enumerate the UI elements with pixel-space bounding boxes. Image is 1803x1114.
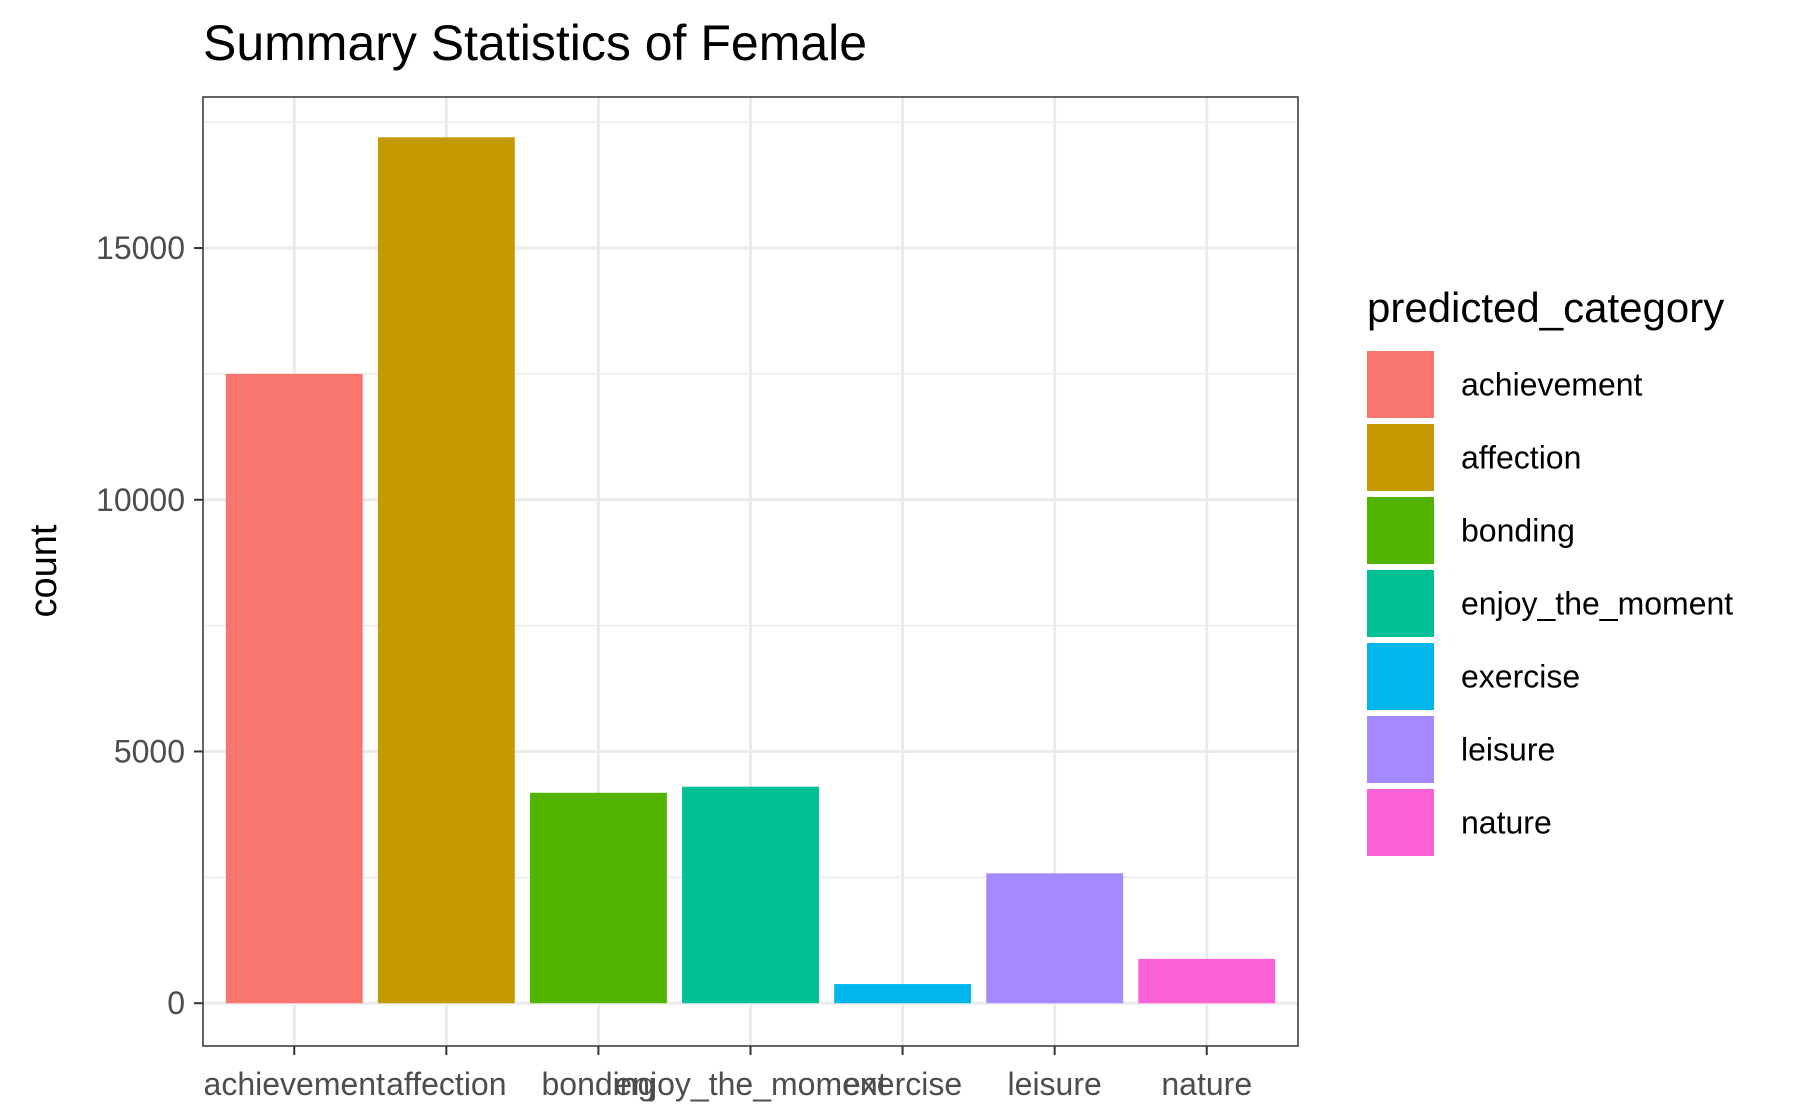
legend-label-bonding: bonding (1461, 513, 1575, 549)
bar-nature (1138, 958, 1276, 1004)
bar-bonding (529, 792, 667, 1004)
bar-affection (377, 137, 515, 1004)
y-axis-title: count (23, 524, 65, 617)
x-tick-label-exercise: exercise (843, 1066, 962, 1102)
legend-label-achievement: achievement (1461, 367, 1643, 403)
legend: predicted_category achievement affection b… (1367, 284, 1733, 856)
bars (225, 137, 1276, 1004)
y-tick-label: 5000 (114, 733, 185, 769)
x-tick-label-bonding: bonding (541, 1066, 655, 1102)
legend-key-bonding (1367, 497, 1434, 564)
legend-title: predicted_category (1367, 284, 1724, 331)
legend-label-exercise: exercise (1461, 659, 1580, 695)
y-tick-label: 10000 (96, 482, 185, 518)
x-tick-label-achievement: achievement (204, 1066, 386, 1102)
legend-label-nature: nature (1461, 805, 1552, 841)
x-tick-label-affection: affection (386, 1066, 506, 1102)
y-tick-label: 15000 (96, 230, 185, 266)
legend-key-leisure (1367, 716, 1434, 783)
legend-key-nature (1367, 789, 1434, 856)
legend-key-enjoy-the-moment (1367, 570, 1434, 637)
legend-key-affection (1367, 424, 1434, 491)
legend-label-leisure: leisure (1461, 732, 1555, 768)
bar-leisure (986, 873, 1124, 1004)
x-tick-label-nature: nature (1161, 1066, 1252, 1102)
legend-key-exercise (1367, 643, 1434, 710)
legend-key-achievement (1367, 351, 1434, 418)
x-tick-label-leisure: leisure (1008, 1066, 1102, 1102)
bar-exercise (834, 984, 972, 1004)
axes: 0 5000 10000 15000 achievement affection bondi… (96, 230, 1252, 1102)
legend-label-enjoy-the-moment: enjoy_the_moment (1461, 586, 1733, 622)
chart-title: Summary Statistics of Female (203, 15, 867, 71)
bar-enjoy-the-moment (682, 786, 819, 1004)
bar-achievement (225, 373, 363, 1004)
x-tick-label-enjoy-the-moment: enjoy_the_moment (614, 1066, 886, 1102)
y-tick-label: 0 (167, 985, 185, 1021)
legend-label-affection: affection (1461, 440, 1581, 476)
